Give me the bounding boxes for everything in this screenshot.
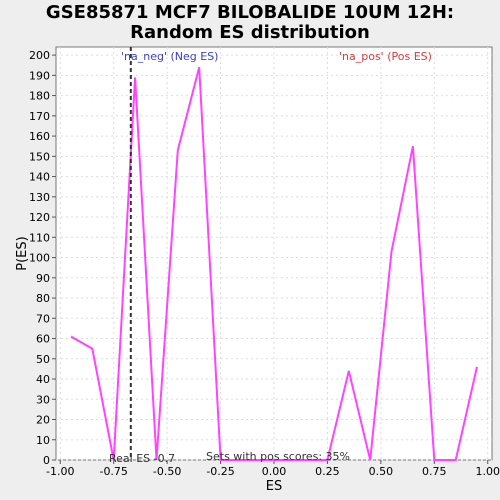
x-tick-label: -0.50 — [153, 465, 181, 478]
y-axis: 0 10 20 30 40 50 60 70 80 90 100 110 120 130 140 150 160… — [29, 49, 56, 467]
y-tick-label: 190 — [29, 69, 50, 82]
chart-title-line2: Random ES distribution — [130, 22, 370, 43]
x-tick-label: 0.00 — [262, 465, 287, 478]
y-tick-label: 0 — [43, 454, 50, 467]
y-tick-label: 200 — [29, 49, 50, 62]
neg-es-label: 'na_neg' (Neg ES) — [121, 50, 218, 63]
y-tick-label: 100 — [29, 252, 50, 265]
y-tick-label: 130 — [29, 191, 50, 204]
y-tick-label: 80 — [36, 292, 50, 305]
x-tick-label: -0.25 — [206, 465, 234, 478]
y-tick-label: 10 — [36, 434, 50, 447]
y-tick-label: 60 — [36, 333, 50, 346]
y-tick-label: 110 — [29, 231, 50, 244]
y-tick-label: 160 — [29, 130, 50, 143]
series-layer — [70, 66, 478, 461]
y-tick-label: 50 — [36, 353, 50, 366]
x-tick-label: -1.00 — [46, 465, 74, 478]
y-tick-label: 90 — [36, 272, 50, 285]
pos-scores-label: Sets with pos scores: 35% — [206, 450, 350, 463]
y-tick-label: 170 — [29, 110, 50, 123]
x-tick-label: -0.75 — [99, 465, 127, 478]
y-tick-label: 180 — [29, 90, 50, 103]
y-tick-label: 20 — [36, 414, 50, 427]
pos-es-label: 'na_pos' (Pos ES) — [339, 50, 432, 63]
y-tick-label: 120 — [29, 211, 50, 224]
x-tick-label: 0.75 — [422, 465, 447, 478]
y-tick-label: 30 — [36, 393, 50, 406]
chart-title-line1: GSE85871 MCF7 BILOBALIDE 10UM 12H: — [45, 2, 455, 23]
real-es-label: Real ES -0.7 — [109, 452, 175, 465]
x-tick-label: 1.00 — [475, 465, 500, 478]
y-axis-title: P(ES) — [15, 236, 30, 270]
grid — [56, 47, 492, 461]
x-axis: -1.00 -0.75 -0.50 -0.25 0.00 0.25 0.50 0.75 1.00 — [46, 460, 500, 478]
y-tick-label: 40 — [36, 373, 50, 386]
y-tick-label: 150 — [29, 150, 50, 163]
es-distribution-line — [70, 66, 478, 461]
y-tick-label: 140 — [29, 171, 50, 184]
x-tick-label: 0.50 — [369, 465, 394, 478]
x-axis-title: ES — [266, 479, 282, 494]
x-tick-label: 0.25 — [315, 465, 340, 478]
y-tick-label: 70 — [36, 312, 50, 325]
